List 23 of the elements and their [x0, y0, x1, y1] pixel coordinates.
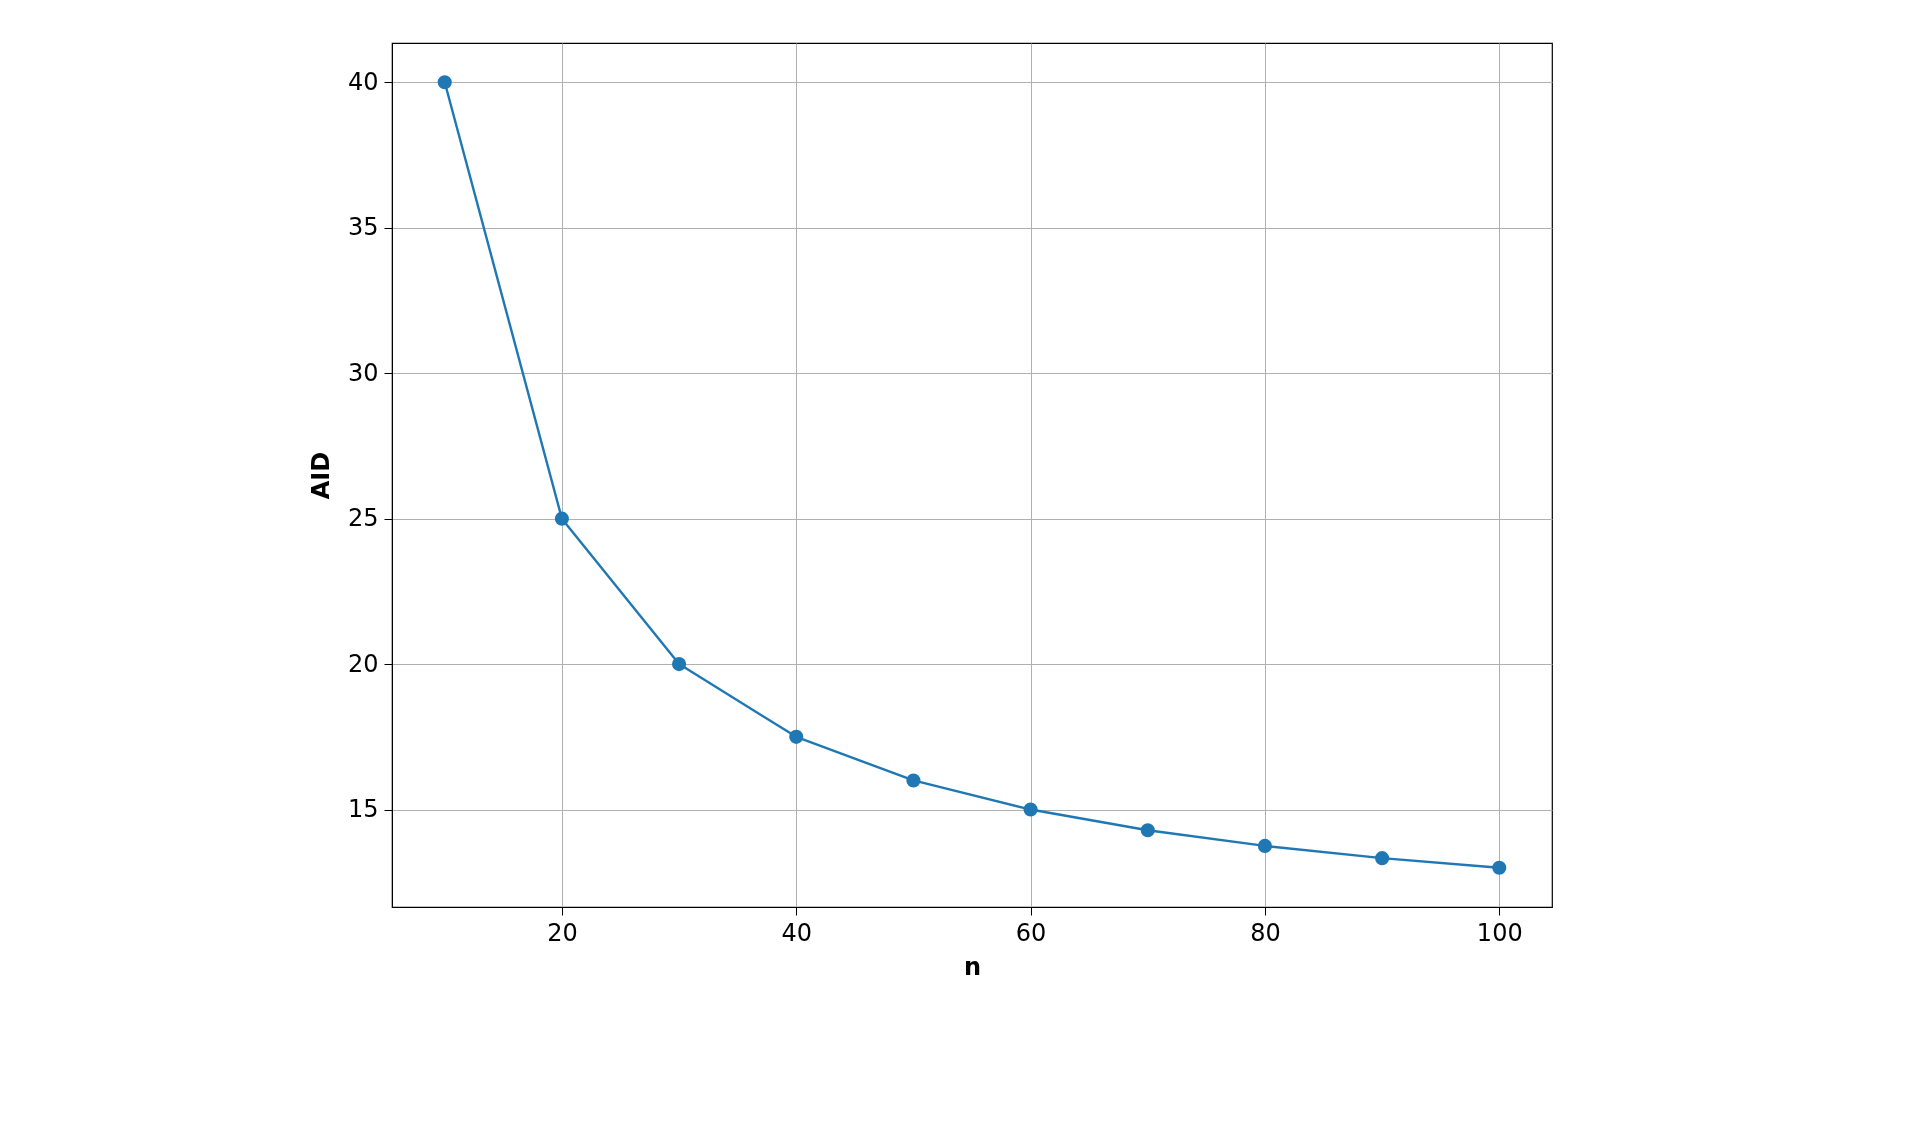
x-axis-title: n — [963, 952, 982, 981]
point — [1023, 802, 1038, 817]
y-axis-title: AID — [306, 451, 335, 500]
x-tick-label: 40 — [781, 918, 813, 947]
y-tick-label: 35 — [347, 213, 379, 242]
y-tick-label: 30 — [347, 358, 379, 387]
point — [672, 657, 687, 672]
y-tick-label: 15 — [347, 795, 379, 824]
point — [1492, 860, 1507, 875]
point — [1140, 823, 1155, 838]
point — [1257, 838, 1272, 853]
x-tick-label: 100 — [1476, 918, 1523, 947]
point — [789, 729, 804, 744]
y-tick-label: 20 — [347, 649, 379, 678]
y-tick-label: 40 — [347, 67, 379, 96]
x-tick-label: 20 — [547, 918, 578, 947]
point — [437, 75, 452, 90]
x-tick-label: 60 — [1015, 918, 1047, 947]
point — [554, 511, 569, 526]
point — [906, 773, 921, 788]
x-tick-label: 80 — [1250, 918, 1281, 947]
y-tick-label: 25 — [347, 504, 379, 533]
point — [1375, 851, 1390, 866]
